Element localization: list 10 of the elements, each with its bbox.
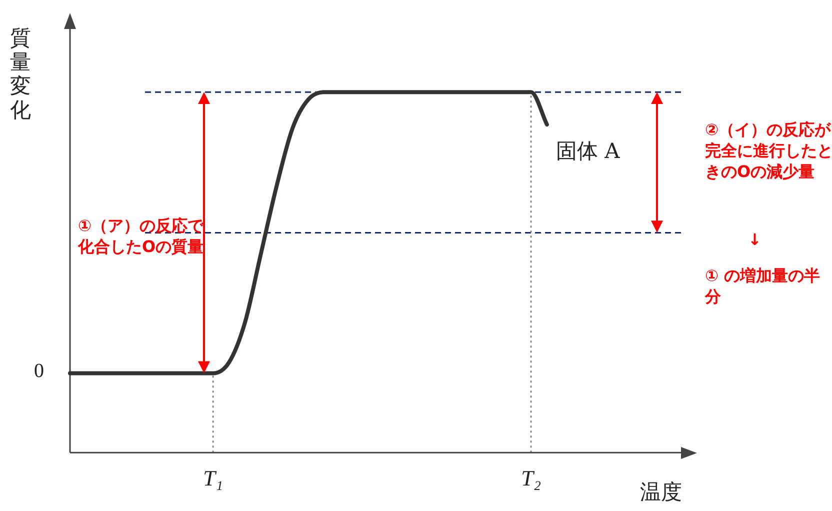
annotation: 固体 A xyxy=(556,138,621,165)
text: ① の増加量の半分 xyxy=(705,266,822,308)
x-axis-title: 温度 xyxy=(640,479,682,506)
x-tick-label: T₂ xyxy=(521,466,542,491)
x-tick-label: T₁ xyxy=(203,466,224,491)
annotation: ①（ア）の反応で化合したOの質量 xyxy=(78,216,205,258)
text: 0 xyxy=(34,360,44,384)
text: ↓ xyxy=(748,230,762,251)
y-axis-title: 質量変化 xyxy=(10,26,32,123)
text: ②（イ）の反応が完全に進行したときのOの減少量 xyxy=(705,120,832,182)
